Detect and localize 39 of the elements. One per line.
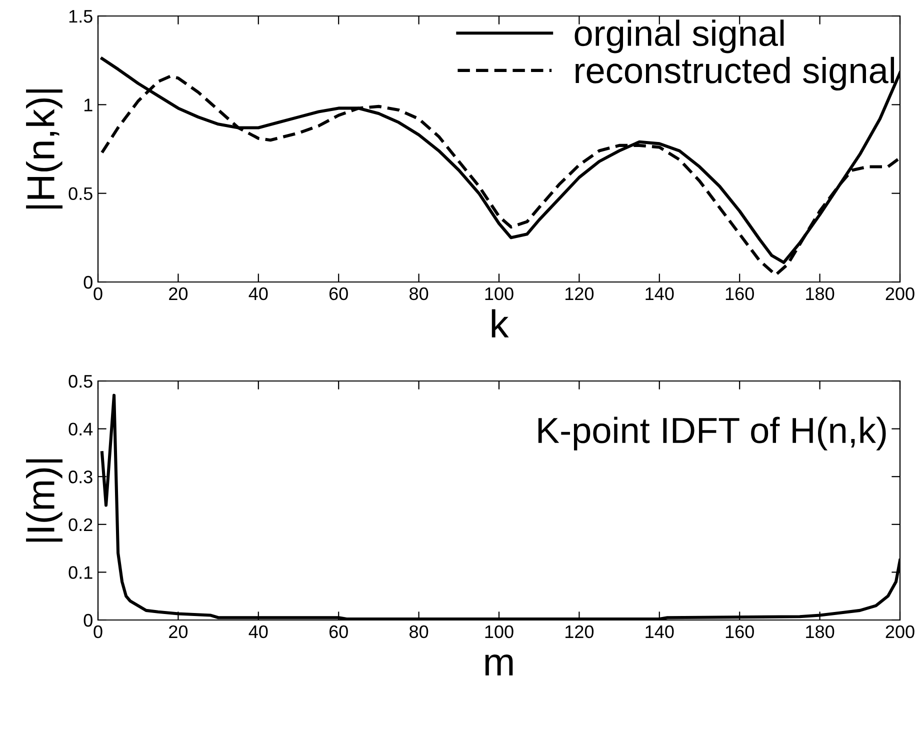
y-axis-title: |I(m)| [26,459,62,542]
x-tick-label: 80 [410,625,428,638]
x-tick-label: 80 [410,287,428,300]
y-tick-label: 0.2 [68,518,92,532]
x-tick-label: 200 [886,625,914,638]
y-axis-title: |H(n,k)| [26,89,62,209]
x-tick-label: 120 [566,287,594,300]
x-tick-label: 200 [886,287,914,300]
x-tick-label: 60 [329,287,348,300]
x-tick-label: 180 [806,287,834,300]
x-tick-label: 0 [94,287,102,300]
legend-label: orginal signal [574,20,784,54]
y-tick-label: 0 [84,276,92,289]
x-tick-label: 100 [485,287,514,300]
x-tick-label: 20 [169,625,188,638]
x-tick-label: 100 [485,625,514,638]
legend-label: reconstructed signal [576,56,894,91]
x-tick-label: 160 [726,287,754,300]
y-tick-label: 0.3 [68,470,92,484]
annotation: K-point IDFT of H(n,k) [538,416,886,450]
x-tick-label: 120 [566,625,594,638]
x-tick-label: 20 [169,287,188,300]
x-tick-label: 0 [94,625,102,638]
y-tick-label: 0.5 [68,374,92,388]
y-tick-label: 1 [84,98,92,112]
x-tick-label: 60 [329,625,348,638]
x-tick-label: 40 [248,625,268,638]
y-tick-label: 0 [84,614,92,627]
x-axis-title: m [485,654,513,676]
x-tick-label: 40 [248,287,268,300]
y-tick-label: 1.5 [69,10,92,23]
x-tick-label: 140 [646,625,674,638]
x-tick-label: 160 [726,625,754,638]
y-tick-label: 0.5 [68,187,92,200]
x-axis-title: k [492,309,509,338]
y-tick-label: 0.4 [68,422,93,436]
x-tick-label: 180 [806,625,834,638]
y-tick-label: 0.1 [68,566,92,579]
x-tick-label: 140 [646,287,674,300]
